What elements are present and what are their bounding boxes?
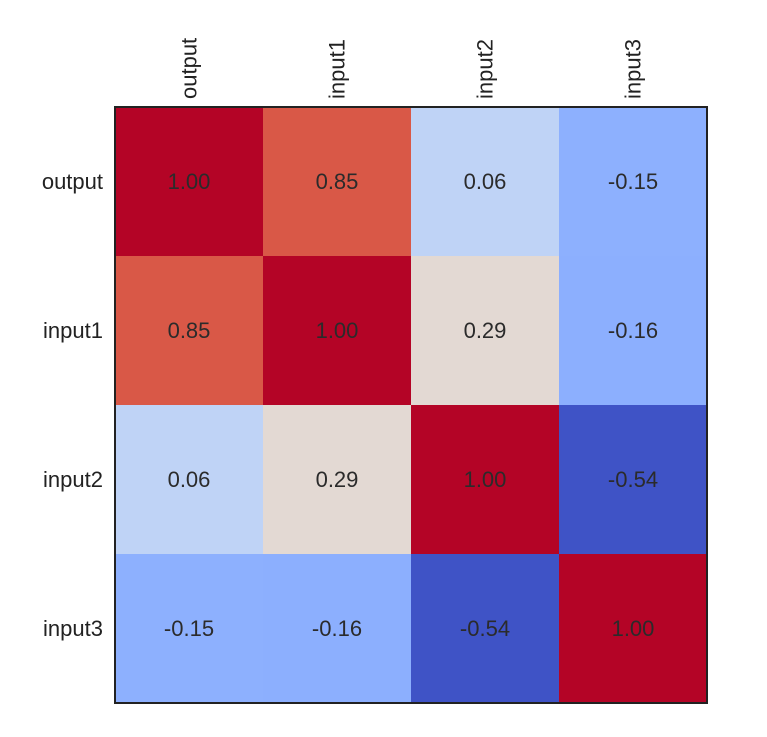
cell-value-label: -0.15 xyxy=(608,169,658,194)
cell-value-label: 0.06 xyxy=(168,467,211,492)
cell-value-label: -0.15 xyxy=(164,616,214,641)
heatmap-cell-output-input1 xyxy=(263,107,411,256)
heatmap-cell-input1-input3 xyxy=(559,256,707,405)
heatmap-cell-output-input3 xyxy=(559,107,707,256)
x-tick-label-input3: input3 xyxy=(621,39,646,99)
cell-value-label: 1.00 xyxy=(612,616,655,641)
heatmap-frame xyxy=(114,106,708,704)
cell-value-label: -0.16 xyxy=(312,616,362,641)
cell-value-label: 1.00 xyxy=(316,318,359,343)
x-tick-label-output: output xyxy=(177,38,202,99)
cell-value-label: 1.00 xyxy=(464,467,507,492)
cell-value-label: 0.06 xyxy=(464,169,507,194)
y-tick-label-output: output xyxy=(42,169,103,194)
cell-value-label: 0.29 xyxy=(316,467,359,492)
cell-value-label: 0.29 xyxy=(464,318,507,343)
heatmap-cell-input1-input2 xyxy=(411,256,559,405)
heatmap-cell-input2-input2 xyxy=(411,405,559,554)
heatmap-cell-input3-input3 xyxy=(559,554,707,703)
cell-value-label: 1.00 xyxy=(168,169,211,194)
heatmap-cell-output-output xyxy=(115,107,263,256)
y-tick-label-input3: input3 xyxy=(43,616,103,641)
cell-value-label: -0.54 xyxy=(608,467,658,492)
heatmap-cell-input3-input1 xyxy=(263,554,411,703)
cell-value-label: 0.85 xyxy=(316,169,359,194)
heatmap-cells xyxy=(115,107,707,703)
y-tick-label-input2: input2 xyxy=(43,467,103,492)
heatmap-cell-output-input2 xyxy=(411,107,559,256)
heatmap-cell-input1-output xyxy=(115,256,263,405)
x-tick-label-input1: input1 xyxy=(325,39,350,99)
x-tick-label-input2: input2 xyxy=(473,39,498,99)
cell-value-label: -0.54 xyxy=(460,616,510,641)
heatmap-cell-input2-output xyxy=(115,405,263,554)
y-tick-label-input1: input1 xyxy=(43,318,103,343)
cell-value-label: -0.16 xyxy=(608,318,658,343)
heatmap-cell-labels: 1.00 0.85 0.06 -0.15 0.85 1.00 0.29 -0.16 0.06 0.… xyxy=(164,169,658,641)
heatmap-cell-input3-output xyxy=(115,554,263,703)
heatmap-cell-input1-input1 xyxy=(263,256,411,405)
heatmap-cell-input3-input2 xyxy=(411,554,559,703)
heatmap-cell-input2-input3 xyxy=(559,405,707,554)
cell-value-label: 0.85 xyxy=(168,318,211,343)
x-axis-tick-labels: output input1 input2 input3 xyxy=(177,38,646,99)
heatmap-cell-input2-input1 xyxy=(263,405,411,554)
y-axis-tick-labels: output input1 input2 input3 xyxy=(42,169,103,641)
